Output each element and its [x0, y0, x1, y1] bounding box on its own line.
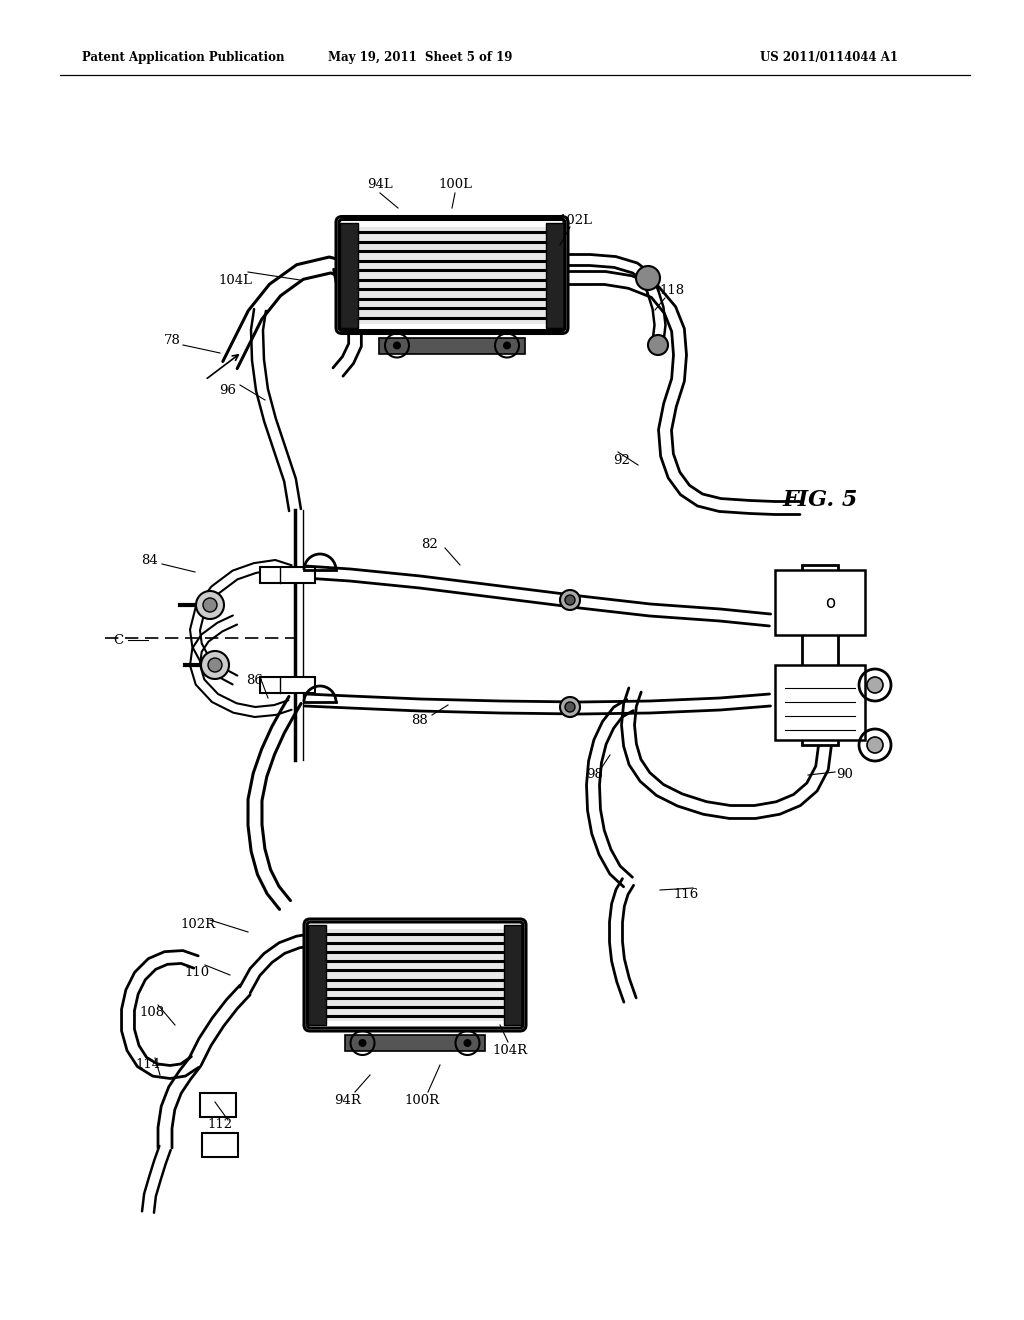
Text: 112: 112: [208, 1118, 232, 1131]
Bar: [340, 223, 358, 327]
Text: 100R: 100R: [404, 1093, 439, 1106]
Bar: [308, 925, 326, 1026]
Text: 114: 114: [135, 1059, 161, 1072]
Text: C: C: [113, 634, 123, 647]
Bar: [802, 565, 838, 744]
Text: 104R: 104R: [493, 1044, 527, 1056]
Text: 92: 92: [613, 454, 631, 466]
Circle shape: [867, 737, 883, 752]
Text: 102R: 102R: [180, 919, 216, 932]
Bar: [379, 338, 525, 354]
Circle shape: [203, 598, 217, 612]
Bar: [504, 925, 522, 1026]
Text: 108: 108: [139, 1006, 165, 1019]
FancyBboxPatch shape: [304, 919, 526, 1031]
Bar: [326, 929, 504, 1020]
Bar: [775, 665, 865, 741]
Text: 94L: 94L: [368, 178, 393, 191]
Circle shape: [565, 595, 575, 605]
Text: 96: 96: [219, 384, 237, 396]
Bar: [775, 570, 865, 635]
Circle shape: [393, 342, 401, 350]
Text: 78: 78: [164, 334, 180, 346]
Text: Patent Application Publication: Patent Application Publication: [82, 51, 285, 65]
Text: 84: 84: [141, 553, 159, 566]
Text: 82: 82: [422, 539, 438, 552]
Bar: [202, 1133, 238, 1158]
Text: 118: 118: [659, 284, 685, 297]
Circle shape: [560, 697, 580, 717]
Bar: [200, 1093, 236, 1117]
Text: 116: 116: [674, 888, 698, 902]
Text: 102L: 102L: [558, 214, 592, 227]
Bar: [260, 568, 315, 583]
Text: 86: 86: [247, 673, 263, 686]
Circle shape: [636, 267, 660, 290]
Bar: [260, 677, 315, 693]
Bar: [345, 1035, 485, 1051]
Text: FIG. 5: FIG. 5: [782, 488, 858, 511]
Circle shape: [196, 591, 224, 619]
Text: 88: 88: [412, 714, 428, 726]
Text: 90: 90: [837, 768, 853, 781]
Text: May 19, 2011  Sheet 5 of 19: May 19, 2011 Sheet 5 of 19: [328, 51, 512, 65]
Bar: [358, 227, 546, 323]
Circle shape: [560, 590, 580, 610]
Circle shape: [208, 657, 222, 672]
Bar: [546, 223, 564, 327]
Circle shape: [503, 342, 511, 350]
Text: 98: 98: [587, 768, 603, 781]
Text: 100L: 100L: [438, 178, 472, 191]
FancyBboxPatch shape: [336, 216, 568, 334]
Text: US 2011/0114044 A1: US 2011/0114044 A1: [760, 51, 898, 65]
Circle shape: [201, 651, 229, 678]
Circle shape: [648, 335, 668, 355]
Text: 104L: 104L: [218, 273, 252, 286]
Text: o: o: [825, 594, 835, 612]
Circle shape: [464, 1039, 471, 1047]
Circle shape: [867, 677, 883, 693]
Circle shape: [358, 1039, 367, 1047]
Text: 110: 110: [184, 965, 210, 978]
Circle shape: [565, 702, 575, 711]
Text: 94R: 94R: [335, 1093, 361, 1106]
